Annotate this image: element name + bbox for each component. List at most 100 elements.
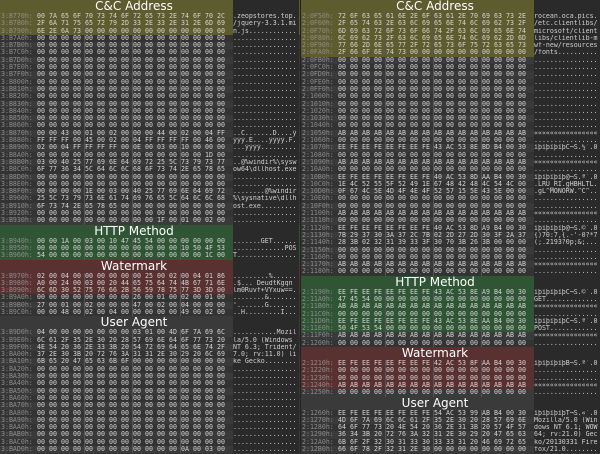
hex-byte[interactable]: 00 <box>132 358 145 366</box>
hex-byte[interactable]: 6D <box>338 26 346 35</box>
hex-row[interactable]: 2:1110h: 00 00 00 00 00 00 00 00 00 00 00 00 00 00 00 00… <box>301 217 600 225</box>
hex-byte[interactable]: 0F <box>338 187 346 196</box>
hex-row[interactable]: 3:B860h: 00 00 00 00 00 00 00 00 00 00 00 00 00 00 00 00… <box>0 122 300 130</box>
hex-byte[interactable]: 30 <box>61 286 69 295</box>
hex-byte[interactable]: 47 <box>338 294 346 303</box>
hex-byte[interactable]: 64 <box>169 342 177 351</box>
row-ascii[interactable]: ÿÿÿ.E....ÿÿÿÿ.F. <box>233 137 299 145</box>
hex-byte[interactable]: AC <box>446 408 454 417</box>
hex-byte[interactable]: 65 <box>109 201 117 210</box>
hex-byte[interactable]: 00 <box>193 236 201 245</box>
hex-byte[interactable]: 00 <box>61 55 69 64</box>
hex-byte[interactable]: 26 <box>132 294 145 302</box>
hex-row[interactable]: 3:B9B0h: 27 00 01 00 02 00 00 00 47 00 02 00 04 00 00 00… <box>0 301 300 309</box>
hex-byte[interactable]: 6F <box>422 12 430 20</box>
hex-byte[interactable]: 56 <box>132 286 145 295</box>
hex-byte[interactable]: 8D <box>470 223 478 232</box>
hex-byte[interactable]: 00 <box>97 33 105 42</box>
hex-byte[interactable]: AB <box>433 381 446 390</box>
hex-byte[interactable]: 45 <box>350 294 358 303</box>
hex-byte[interactable]: 00 <box>97 48 105 57</box>
hex-byte[interactable]: 30 <box>518 172 526 181</box>
hex-byte[interactable]: 00 <box>121 393 129 402</box>
hex-byte[interactable]: 3A <box>410 430 418 439</box>
hex-byte[interactable]: 00 <box>385 339 398 348</box>
hex-byte[interactable]: EE <box>385 144 398 152</box>
hex-row[interactable]: 2:0F90h: 77 66 2D 6E 65 77 2F 72 65 73 6F 75 72 63 65 73… <box>301 41 600 50</box>
hex-byte[interactable]: 6A <box>61 26 69 35</box>
hex-byte[interactable]: 00 <box>433 107 446 116</box>
hex-row[interactable]: 3:BA20h: 00 00 00 00 00 00 00 00 00 00 00 00 00 00 00 00… <box>0 364 300 374</box>
hex-byte[interactable]: 00 <box>157 106 165 115</box>
hex-byte[interactable]: 00 <box>109 63 117 72</box>
hex-byte[interactable]: 00 <box>109 243 117 252</box>
hex-byte[interactable]: 00 <box>180 387 193 395</box>
hex-byte[interactable]: 6C <box>109 165 117 174</box>
hex-byte[interactable]: 00 <box>398 55 406 64</box>
hex-byte[interactable]: 00 <box>506 121 514 130</box>
hex-byte[interactable]: AB <box>470 209 478 218</box>
hex-byte[interactable]: 00 <box>121 106 129 115</box>
hex-byte[interactable]: 00 <box>132 394 145 403</box>
hex-byte[interactable]: 69 <box>422 19 430 28</box>
hex-byte[interactable]: AC <box>446 143 454 152</box>
hex-byte[interactable]: 3A <box>121 350 129 359</box>
hex-byte[interactable]: 00 <box>385 71 398 79</box>
hex-byte[interactable]: 54 <box>145 236 153 245</box>
hex-byte[interactable]: 78 <box>157 286 165 295</box>
hex-byte[interactable]: 00 <box>433 136 446 145</box>
hex-byte[interactable]: 00 <box>121 386 129 395</box>
row-ascii[interactable]: ................ <box>534 202 600 211</box>
hex-byte[interactable]: 00 <box>109 84 117 93</box>
hex-byte[interactable]: 00 <box>458 366 466 375</box>
hex-byte[interactable]: 00 <box>132 180 145 189</box>
hex-byte[interactable]: 00 <box>169 408 177 417</box>
hex-byte[interactable]: 00 <box>398 114 406 123</box>
hex-byte[interactable]: 00 <box>84 387 97 395</box>
hex-byte[interactable]: 00 <box>169 236 177 245</box>
hex-row[interactable]: 2:1230h: 00 00 00 00 00 00 00 00 00 00 00 00 00 00 00 00… <box>301 374 600 382</box>
hex-byte[interactable]: 00 <box>49 364 57 373</box>
hex-byte[interactable]: 00 <box>97 187 105 196</box>
hex-byte[interactable]: 00 <box>410 150 418 159</box>
hex-byte[interactable]: FE <box>398 223 406 232</box>
hex-byte[interactable]: 00 <box>350 366 358 375</box>
hex-byte[interactable]: 79 <box>109 19 117 28</box>
hex-byte[interactable]: 00 <box>385 56 398 65</box>
hex-byte[interactable]: 00 <box>145 33 153 42</box>
hex-byte[interactable]: 00 <box>410 114 418 123</box>
hex-row[interactable]: 3:B7A0h: 00 00 00 00 00 00 00 00 00 00 00 00 00 00 00 00… <box>0 33 300 43</box>
hex-byte[interactable]: 00 <box>37 48 45 57</box>
hex-byte[interactable]: 00 <box>169 99 177 108</box>
hex-byte[interactable]: FE <box>398 316 406 325</box>
hex-byte[interactable]: 31 <box>385 238 398 247</box>
hex-byte[interactable]: 00 <box>109 437 117 446</box>
hex-byte[interactable]: 00 <box>385 202 398 211</box>
hex-byte[interactable]: 00 <box>362 388 370 397</box>
hex-byte[interactable]: 00 <box>145 393 153 402</box>
hex-byte[interactable]: AB <box>410 380 418 389</box>
hex-byte[interactable]: 00 <box>193 401 201 410</box>
hex-byte[interactable]: 00 <box>217 179 225 188</box>
hex-byte[interactable]: 00 <box>217 172 225 181</box>
hex-byte[interactable]: 00 <box>494 309 502 318</box>
hex-byte[interactable]: 00 <box>49 143 57 152</box>
hex-byte[interactable]: 00 <box>217 48 225 57</box>
hex-byte[interactable]: 00 <box>109 430 117 439</box>
hex-byte[interactable]: 00 <box>470 388 478 397</box>
hex-byte[interactable]: 71 <box>205 278 213 287</box>
hex-byte[interactable]: 10 <box>109 236 117 245</box>
hex-byte[interactable]: 00 <box>132 27 145 35</box>
row-ascii[interactable]: ................ <box>534 64 600 72</box>
hex-byte[interactable]: 00 <box>61 364 69 373</box>
hex-byte[interactable]: 00 <box>109 92 117 101</box>
hex-byte[interactable]: 1D <box>205 150 213 159</box>
row-ascii[interactable]: ..H.........I... <box>233 308 299 317</box>
hex-byte[interactable]: 72 <box>481 41 494 50</box>
hex-byte[interactable]: AB <box>458 302 466 311</box>
hex-byte[interactable]: 4D <box>385 187 398 196</box>
hex-byte[interactable]: 00 <box>470 70 478 79</box>
hex-byte[interactable]: BD <box>481 144 494 152</box>
hex-byte[interactable]: 00 <box>446 99 454 108</box>
row-ascii[interactable]: ................ <box>534 115 600 123</box>
